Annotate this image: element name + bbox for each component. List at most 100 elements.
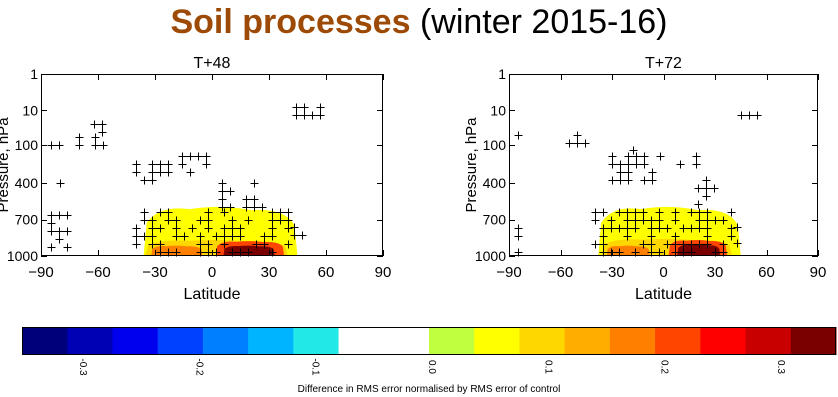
hatch-mark — [204, 216, 213, 225]
hatch-mark — [226, 203, 235, 212]
hatch-mark — [91, 141, 100, 150]
hatch-mark — [710, 184, 719, 193]
hatch-mark — [679, 240, 688, 249]
hatch-mark — [290, 231, 299, 240]
hatch-mark — [702, 176, 711, 185]
hatch-mark — [47, 227, 56, 236]
hatch-mark — [573, 131, 582, 140]
colorbar-frame — [22, 327, 836, 355]
hatch-mark — [694, 200, 703, 209]
hatch-mark — [639, 240, 648, 249]
hatch-mark — [640, 160, 649, 169]
y-tick-label: 700 — [15, 212, 39, 228]
hatch-mark — [316, 103, 325, 112]
hatch-mark — [687, 208, 696, 217]
x-tick-label: 0 — [659, 264, 667, 281]
hatch-mark — [91, 133, 100, 142]
hatch-mark — [250, 179, 259, 188]
hatch-mark — [194, 152, 203, 161]
hatch-mark — [607, 224, 616, 233]
hatch-mark — [692, 160, 701, 169]
hatch-mark — [218, 187, 227, 196]
hatch-mark — [629, 146, 638, 155]
hatch-mark — [258, 203, 267, 212]
hatch-mark — [268, 224, 277, 233]
hatch-mark — [268, 232, 277, 241]
hatch-mark — [655, 216, 664, 225]
y-tick-label: 1000 — [475, 248, 506, 264]
hatch-mark — [727, 208, 736, 217]
hatch-mark — [615, 224, 624, 233]
hatch-mark — [663, 240, 672, 249]
hatch-mark — [632, 152, 641, 161]
hatch-mark — [212, 232, 221, 241]
hatch-mark — [218, 195, 227, 204]
hatch-mark — [47, 219, 56, 228]
x-tick-label: 30 — [707, 264, 724, 281]
y-axis-label: Pressure, hPa — [0, 117, 12, 213]
hatch-mark — [156, 168, 165, 177]
hatch-mark — [616, 168, 625, 177]
hatch-mark — [252, 240, 261, 249]
x-tick-label: 30 — [261, 264, 278, 281]
hatch-mark — [186, 168, 195, 177]
hatch-mark — [695, 216, 704, 225]
hatch-mark — [244, 216, 253, 225]
hatch-mark — [671, 216, 680, 225]
y-tick-label: 1000 — [7, 248, 38, 264]
hatch-mark — [148, 224, 157, 233]
hatch-mark — [172, 232, 181, 241]
colorbar-swatch — [745, 327, 792, 355]
hatch-mark — [55, 235, 64, 244]
hatch-mark — [639, 208, 648, 217]
hatch-mark — [616, 160, 625, 169]
x-axis-label: Latitude — [184, 286, 241, 303]
hatch-mark — [228, 224, 237, 233]
hatch-mark — [702, 184, 711, 193]
y-tick-label: 400 — [483, 175, 507, 191]
hatch-mark — [671, 240, 680, 249]
hatch-mark — [692, 152, 701, 161]
x-tick-label: −60 — [85, 264, 110, 281]
hatch-mark — [599, 240, 608, 249]
colorbar: -0.3 -0.2 -0.1 0.0 0.1 0.2 0.3 Difference in RM… — [22, 327, 837, 395]
hatch-mark — [703, 208, 712, 217]
colorbar-swatch — [609, 327, 656, 355]
hatch-mark — [632, 160, 641, 169]
hatch-mark — [565, 139, 574, 148]
hatch-mark — [228, 216, 237, 225]
hatch-mark — [687, 240, 696, 249]
hatch-mark — [733, 239, 742, 248]
colorbar-swatch — [338, 327, 385, 355]
hatch-mark — [676, 160, 685, 169]
y-tick-label: 10 — [490, 102, 506, 118]
hatch-mark — [196, 240, 205, 249]
hatch-mark — [719, 216, 728, 225]
colorbar-tick-label: -0.2 — [193, 358, 204, 376]
hatch-mark — [514, 232, 523, 241]
hatch-mark — [647, 224, 656, 233]
colorbar-tick-label: 0.0 — [426, 360, 437, 374]
colorbar-swatch — [655, 327, 701, 355]
hatch-mark — [695, 224, 704, 233]
colorbar-swatch — [564, 327, 611, 355]
colorbar-swatch — [112, 327, 159, 355]
hatch-mark — [164, 208, 173, 217]
hatch-mark — [591, 216, 600, 225]
colorbar-tick-label: 0.2 — [659, 360, 670, 374]
hatch-mark — [623, 216, 632, 225]
hatch-marks — [47, 103, 325, 257]
hatch-mark — [180, 232, 189, 241]
hatch-mark — [236, 232, 245, 241]
x-tick-label: 60 — [758, 264, 775, 281]
colorbar-swatch — [383, 327, 430, 355]
hatch-mark — [172, 216, 181, 225]
hatch-mark — [655, 224, 664, 233]
y-tick-label: 100 — [483, 137, 507, 153]
colorbar-tick-label: 0.1 — [542, 360, 553, 374]
hatch-mark — [733, 223, 742, 232]
colorbar-tick-label: 0.3 — [775, 360, 786, 374]
region-4 — [677, 244, 721, 256]
hatch-mark — [624, 152, 633, 161]
panel-t72: −90 −60 −30 0 30 60 90 1 10 100 400 700 1000 T+72 Lati… — [463, 55, 826, 303]
